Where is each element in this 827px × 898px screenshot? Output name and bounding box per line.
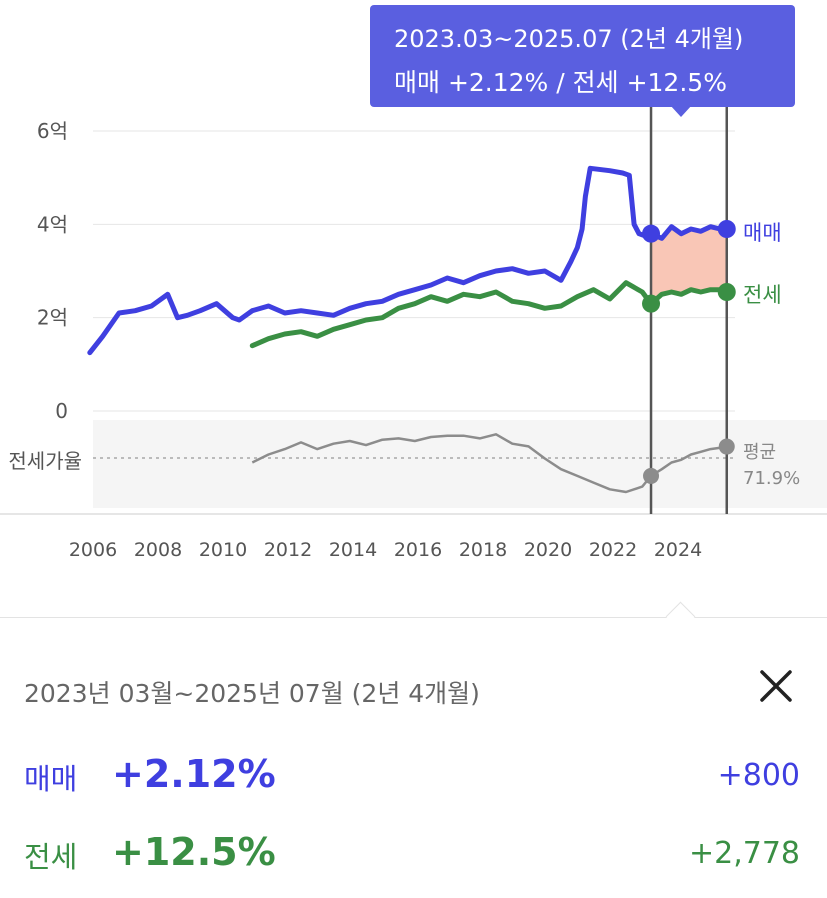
tooltip-changes: 매매 +2.12% / 전세 +12.5% xyxy=(394,68,727,97)
sale-row-abs: +800 xyxy=(717,758,800,793)
selection-tooltip: 2023.03~2025.07 (2년 4개월) 매매 +2.12% / 전세 … xyxy=(370,5,795,107)
jeonse-row-label: 전세 xyxy=(24,840,78,874)
ratio-marker xyxy=(643,467,660,484)
tooltip-period: 2023.03~2025.07 (2년 4개월) xyxy=(394,25,744,53)
ratio-avg-value: 71.9% xyxy=(743,468,800,489)
ratio-label: 전세가율 xyxy=(8,449,82,473)
jeonse-row-abs: +2,778 xyxy=(688,836,800,871)
chart: 0 2억 4억 6억 2006 2008 2010 2012 2014 2016 2018 2020… xyxy=(0,107,827,561)
panel-divider xyxy=(0,617,827,618)
detail-period: 2023년 03월~2025년 07월 (2년 4개월) xyxy=(24,679,480,708)
y-tick-label: 4억 xyxy=(37,212,68,236)
tooltip-arrow xyxy=(670,105,692,117)
series-line-jeonse xyxy=(249,280,730,349)
series-line-sale xyxy=(87,165,730,356)
x-tick-label: 2010 xyxy=(199,539,247,561)
x-tick-label: 2006 xyxy=(69,539,117,561)
ratio-band xyxy=(93,420,827,508)
ratio-avg-label: 평균 xyxy=(743,442,776,463)
jeonse-marker xyxy=(642,294,661,313)
close-icon xyxy=(760,670,792,702)
series-line-jeonse-ratio xyxy=(251,433,728,494)
sale-row-label: 매매 xyxy=(24,762,78,796)
sale-row-pct: +2.12% xyxy=(112,752,276,796)
y-tick-label: 0 xyxy=(55,399,68,423)
close-button[interactable] xyxy=(752,662,800,710)
end-label-sale: 매매 xyxy=(743,221,782,245)
ratio-marker xyxy=(718,438,735,455)
x-tick-label: 2008 xyxy=(134,539,182,561)
sale-marker xyxy=(717,220,736,238)
x-tick-label: 2012 xyxy=(264,539,312,561)
x-tick-label: 2020 xyxy=(524,539,572,561)
jeonse-marker xyxy=(717,283,736,301)
sale-marker xyxy=(642,224,661,243)
x-tick-label: 2016 xyxy=(394,539,442,561)
x-tick-label: 2022 xyxy=(589,539,637,561)
end-label-jeonse: 전세 xyxy=(743,283,782,307)
y-tick-label: 2억 xyxy=(37,306,68,330)
selection-gap-fill xyxy=(651,226,727,304)
jeonse-row-pct: +12.5% xyxy=(112,830,276,874)
x-tick-label: 2024 xyxy=(654,539,702,561)
x-tick-label: 2014 xyxy=(329,539,377,561)
y-tick-label: 6억 xyxy=(37,119,68,143)
panel-notch xyxy=(665,601,696,632)
x-tick-label: 2018 xyxy=(459,539,507,561)
